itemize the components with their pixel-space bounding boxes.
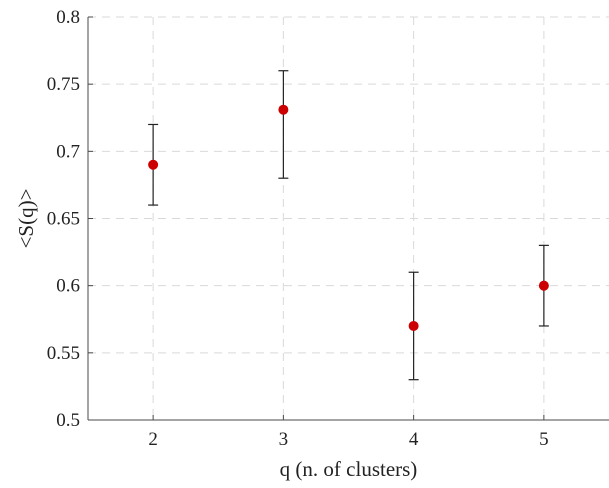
axes: [87, 17, 609, 421]
y-tick-label: 0.75: [47, 74, 80, 95]
x-axis-label: q (n. of clusters): [280, 457, 418, 481]
y-tick-label: 0.65: [47, 209, 80, 230]
x-tick-label: 4: [409, 429, 419, 450]
data-point: [538, 280, 549, 291]
x-tick-labels: 2 3 4 5: [148, 415, 549, 450]
data-point: [148, 159, 159, 170]
y-tick-label: 0.5: [56, 410, 80, 431]
y-tick-label: 0.55: [47, 343, 80, 364]
x-tick-label: 2: [148, 429, 158, 450]
data-point: [408, 320, 419, 331]
y-tick-label: 0.6: [56, 276, 80, 297]
error-bars: [148, 70, 549, 381]
grid: [88, 16, 609, 420]
y-tick-labels: 0.5 0.55 0.6 0.65 0.7 0.75 0.8: [47, 7, 93, 431]
y-axis-label: <S(q)>: [14, 189, 38, 249]
x-tick-label: 5: [539, 429, 549, 450]
y-tick-label: 0.8: [56, 7, 80, 28]
x-tick-label: 3: [279, 429, 289, 450]
y-tick-label: 0.7: [56, 141, 80, 162]
data-point: [278, 104, 289, 115]
data-points: [148, 104, 549, 331]
